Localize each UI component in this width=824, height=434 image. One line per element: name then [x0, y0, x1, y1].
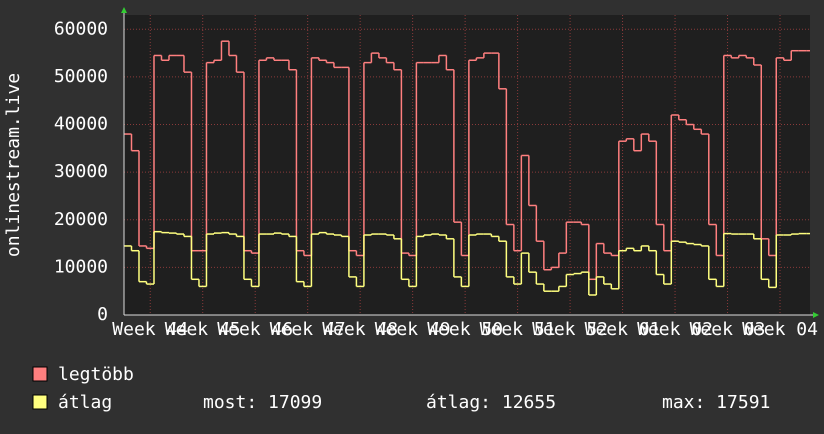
y-tick-label: 50000: [54, 66, 108, 87]
y-tick-label: 20000: [54, 209, 108, 230]
legend-stat: most: 17099: [203, 392, 322, 413]
x-tick-label: Week 50: [427, 319, 503, 340]
y-tick-label: 60000: [54, 18, 108, 39]
x-tick-label: Week 49: [375, 319, 451, 340]
x-tick-label: Week 02: [637, 319, 713, 340]
y-arrow: [121, 7, 127, 13]
x-tick-label: Week 01: [585, 319, 661, 340]
y-tick-label: 40000: [54, 114, 108, 135]
x-tick-label: Week 51: [480, 319, 556, 340]
legend-stat: max: 17591: [662, 392, 770, 413]
x-arrow: [813, 312, 819, 318]
x-tick-label: Week 46: [217, 319, 293, 340]
legend-swatch: [32, 394, 48, 410]
x-tick-label: Week 45: [165, 319, 241, 340]
legend-label: legtöbb: [58, 364, 134, 385]
x-tick-label: Week 48: [322, 319, 398, 340]
x-tick-label: Week 52: [532, 319, 608, 340]
x-tick-label: Week 47: [270, 319, 346, 340]
legend-label: átlag: [58, 392, 112, 413]
legend-swatch: [32, 366, 48, 382]
plot-area: [124, 15, 810, 315]
y-tick-label: 30000: [54, 161, 108, 182]
y-tick-label: 0: [97, 304, 108, 325]
y-axis-label: onlinestream.live: [3, 73, 24, 257]
x-tick-label: Week 03: [690, 319, 766, 340]
legend-stat: átlag: 12655: [426, 392, 556, 413]
x-tick-label: Week 04: [742, 319, 818, 340]
x-tick-label: Week 44: [112, 319, 188, 340]
legend: legtöbb átlag most: 17099 átlag: 12655 max: …: [32, 364, 770, 413]
y-tick-label: 10000: [54, 256, 108, 277]
